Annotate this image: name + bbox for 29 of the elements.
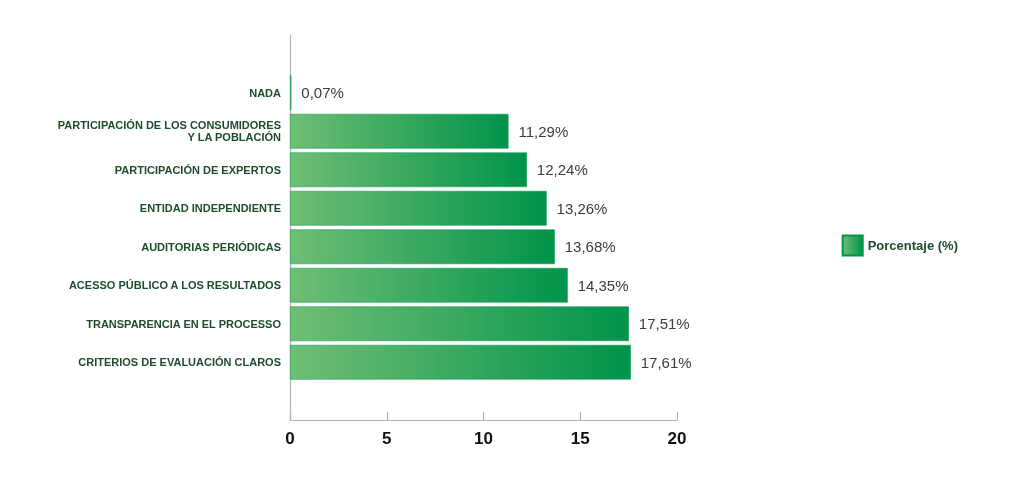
bar (290, 190, 547, 226)
bar (290, 306, 629, 342)
bar (290, 152, 527, 188)
y-tick-label: NADA (249, 86, 282, 99)
data-label: 13,68% (564, 238, 616, 256)
data-label: 17,61% (640, 353, 692, 371)
data-label: 11,29% (518, 122, 569, 140)
y-tick-label: ACESSO PÚBLICO A LOS RESULTADOS (68, 279, 281, 292)
bar (290, 344, 631, 380)
bar (290, 267, 568, 303)
data-label: 14,35% (577, 276, 629, 294)
x-tick-label: 15 (570, 429, 590, 448)
x-tick-label: 10 (474, 429, 493, 448)
x-tick-label: 20 (667, 429, 687, 448)
data-label: 17,51% (638, 315, 690, 333)
bar (290, 113, 509, 149)
y-tick-label: AUDITORIAS PERIÓDICAS (141, 240, 281, 253)
y-tick-label: PARTICIPACIÓN DE EXPERTOS (114, 163, 281, 176)
y-tick-label: ENTIDAD INDEPENDIENTE (139, 202, 281, 215)
data-label: 0,07% (301, 84, 344, 102)
x-tick-label: 5 (382, 429, 392, 448)
bar (290, 229, 555, 265)
data-label: 12,24% (536, 161, 588, 179)
y-tick-label: TRANSPARENCIA EN EL PROCESSO (86, 317, 282, 330)
y-tick-label: CRITERIOS DE EVALUACIÓN CLAROS (78, 356, 281, 369)
data-label: 13,26% (556, 199, 608, 217)
y-tick-label: PARTICIPACIÓN DE LOS CONSUMIDORES Y LA POBLACIÓN (57, 119, 282, 144)
x-tick-label: 0 (285, 429, 295, 448)
legend-label: Porcentaje (%) (867, 238, 959, 253)
